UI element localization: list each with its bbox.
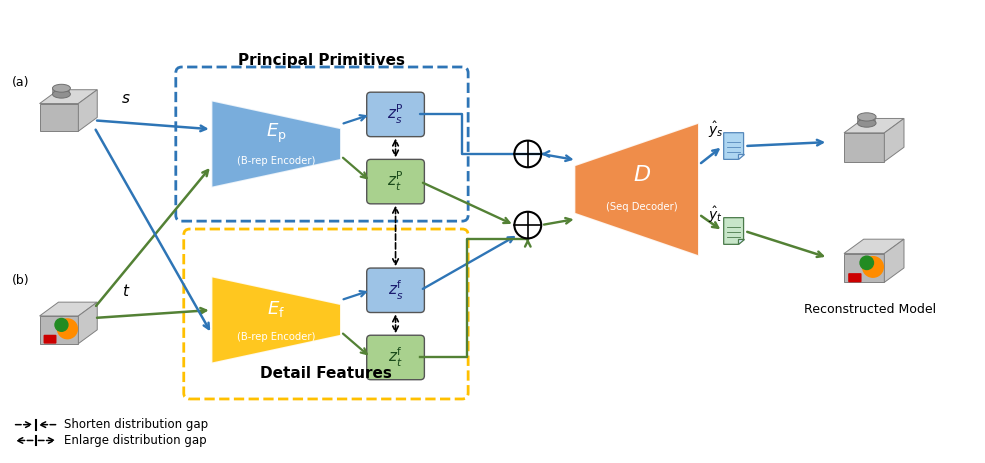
Text: (a): (a) [12,76,30,89]
Ellipse shape [858,119,876,127]
Polygon shape [79,90,98,131]
Text: $E_\mathrm{p}$: $E_\mathrm{p}$ [266,122,287,145]
Polygon shape [574,123,698,256]
Text: (B-rep Encoder): (B-rep Encoder) [237,156,315,166]
Polygon shape [39,302,98,316]
Text: Principal Primitives: Principal Primitives [238,53,406,68]
Text: $z_s^\mathrm{P}$: $z_s^\mathrm{P}$ [387,103,404,126]
FancyBboxPatch shape [858,117,876,123]
FancyBboxPatch shape [848,273,862,282]
Circle shape [55,319,68,332]
Polygon shape [724,218,744,244]
Polygon shape [212,100,341,188]
Text: $z_s^\mathrm{f}$: $z_s^\mathrm{f}$ [388,279,403,302]
Text: (Seq Decoder): (Seq Decoder) [606,202,678,213]
Polygon shape [844,133,885,162]
Text: $z_t^\mathrm{P}$: $z_t^\mathrm{P}$ [387,170,404,193]
Circle shape [863,257,884,277]
Text: $E_\mathrm{f}$: $E_\mathrm{f}$ [267,299,286,319]
FancyBboxPatch shape [366,335,425,380]
Text: $s$: $s$ [121,91,131,106]
Ellipse shape [858,113,876,121]
Polygon shape [79,302,98,344]
Text: Reconstructed Model: Reconstructed Model [804,302,936,316]
Text: $z_t^\mathrm{f}$: $z_t^\mathrm{f}$ [388,346,403,369]
Polygon shape [844,119,904,133]
Polygon shape [39,104,79,131]
Polygon shape [885,239,904,282]
Text: (b): (b) [12,274,30,287]
Polygon shape [212,276,341,363]
Polygon shape [885,119,904,162]
Polygon shape [844,254,885,282]
FancyBboxPatch shape [52,88,70,94]
Circle shape [57,319,78,339]
Polygon shape [724,133,744,159]
Circle shape [860,256,874,269]
Text: $t$: $t$ [122,283,130,299]
FancyBboxPatch shape [366,92,425,137]
Text: Enlarge distribution gap: Enlarge distribution gap [64,434,207,447]
Polygon shape [844,239,904,254]
FancyBboxPatch shape [366,159,425,204]
Text: Shorten distribution gap: Shorten distribution gap [64,418,209,431]
Text: (B-rep Encoder): (B-rep Encoder) [237,332,315,342]
Text: $D$: $D$ [632,165,651,185]
FancyBboxPatch shape [366,268,425,313]
Polygon shape [39,316,79,344]
Text: $\hat{y}_t$: $\hat{y}_t$ [708,205,723,225]
Polygon shape [738,239,744,244]
Polygon shape [39,90,98,104]
FancyBboxPatch shape [43,335,56,344]
Polygon shape [738,154,744,159]
Text: Detail Features: Detail Features [260,366,392,381]
Ellipse shape [52,90,70,98]
Text: $\hat{y}_s$: $\hat{y}_s$ [708,120,724,140]
Ellipse shape [52,84,70,92]
